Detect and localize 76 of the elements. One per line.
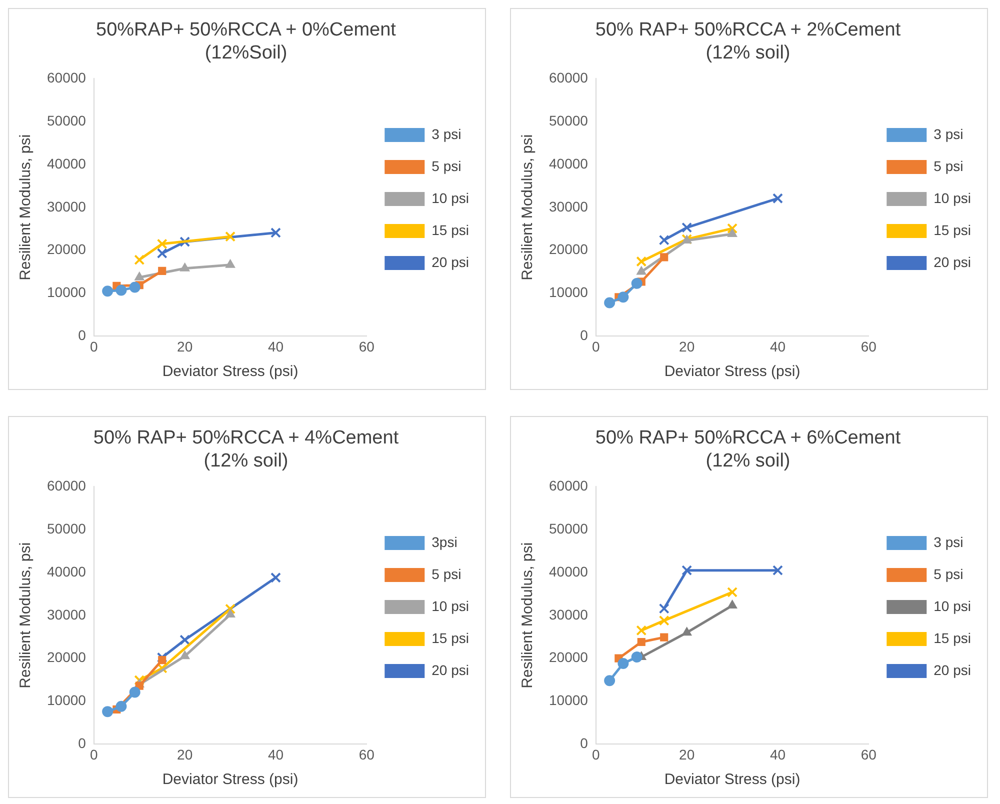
legend-label: 3 psi bbox=[432, 126, 462, 142]
y-tick-label: 30000 bbox=[46, 606, 86, 622]
y-tick-label: 50000 bbox=[46, 520, 86, 536]
y-tick-label: 60000 bbox=[46, 69, 86, 86]
y-axis-title: Resilient Modulus, psi bbox=[519, 134, 536, 280]
legend-label: 3psi bbox=[432, 534, 458, 550]
y-tick-label: 50000 bbox=[548, 112, 588, 128]
chart-title: 50%RAP+ 50%RCCA + 0%Cement (12%Soil) bbox=[96, 20, 397, 64]
x-axis-title: Deviator Stress (psi) bbox=[664, 771, 800, 788]
y-tick-label: 20000 bbox=[46, 241, 86, 258]
legend-label: 3 psi bbox=[934, 126, 964, 142]
legend-label: 5 psi bbox=[934, 566, 964, 582]
x-axis-title: Deviator Stress (psi) bbox=[664, 363, 800, 380]
y-tick-label: 40000 bbox=[46, 155, 86, 172]
chart-title: 50% RAP+ 50%RCCA + 6%Cement (12% soil) bbox=[595, 428, 902, 472]
legend-label: 10 psi bbox=[432, 190, 469, 206]
y-tick-label: 60000 bbox=[46, 477, 86, 494]
legend-label: 20 psi bbox=[934, 254, 971, 270]
x-axis-title: Deviator Stress (psi) bbox=[162, 771, 298, 788]
legend-label: 3 psi bbox=[934, 534, 964, 550]
legend-label: 20 psi bbox=[934, 662, 971, 678]
legend-label: 15 psi bbox=[934, 222, 971, 238]
y-tick-label: 40000 bbox=[548, 563, 588, 580]
y-tick-label: 20000 bbox=[46, 649, 86, 666]
x-tick-label: 60 bbox=[358, 338, 375, 354]
x-tick-label: 0 bbox=[592, 746, 600, 762]
legend-label: 20 psi bbox=[432, 662, 469, 678]
y-axis-title: Resilient Modulus, psi bbox=[519, 542, 536, 688]
x-tick-label: 40 bbox=[770, 746, 786, 762]
x-tick-label: 0 bbox=[90, 338, 98, 354]
y-tick-label: 20000 bbox=[548, 649, 588, 666]
y-tick-label: 40000 bbox=[548, 155, 588, 172]
x-tick-label: 60 bbox=[358, 746, 375, 762]
x-tick-label: 0 bbox=[592, 338, 600, 354]
y-tick-label: 10000 bbox=[46, 284, 86, 300]
legend-label: 5 psi bbox=[432, 566, 462, 582]
legend-label: 10 psi bbox=[934, 598, 971, 614]
legend-label: 5 psi bbox=[934, 158, 964, 174]
y-tick-label: 10000 bbox=[548, 692, 588, 708]
x-tick-label: 40 bbox=[268, 746, 284, 762]
y-tick-label: 10000 bbox=[548, 284, 588, 300]
y-axis-title: Resilient Modulus, psi bbox=[17, 542, 34, 688]
legend-label: 10 psi bbox=[432, 598, 469, 614]
x-tick-label: 60 bbox=[860, 338, 877, 354]
chart-title: 50% RAP+ 50%RCCA + 4%Cement (12% soil) bbox=[93, 428, 400, 472]
x-tick-label: 20 bbox=[177, 746, 193, 762]
y-tick-label: 30000 bbox=[46, 198, 86, 214]
x-tick-label: 40 bbox=[770, 338, 786, 354]
x-tick-label: 20 bbox=[679, 746, 695, 762]
x-tick-label: 20 bbox=[679, 338, 695, 354]
legend-label: 10 psi bbox=[934, 190, 971, 206]
x-tick-label: 40 bbox=[268, 338, 284, 354]
legend-label: 5 psi bbox=[432, 158, 462, 174]
y-tick-label: 20000 bbox=[548, 241, 588, 258]
y-tick-label: 0 bbox=[580, 327, 588, 344]
chart-title: 50% RAP+ 50%RCCA + 2%Cement (12% soil) bbox=[595, 20, 902, 64]
x-tick-label: 0 bbox=[90, 746, 98, 762]
y-tick-label: 0 bbox=[78, 735, 86, 752]
y-axis-title: Resilient Modulus, psi bbox=[17, 134, 34, 280]
y-tick-label: 40000 bbox=[46, 563, 86, 580]
x-tick-label: 20 bbox=[177, 338, 193, 354]
x-tick-label: 60 bbox=[860, 746, 877, 762]
y-tick-label: 50000 bbox=[548, 520, 588, 536]
y-tick-label: 30000 bbox=[548, 198, 588, 214]
y-tick-label: 60000 bbox=[548, 69, 588, 86]
y-tick-label: 30000 bbox=[548, 606, 588, 622]
y-tick-label: 0 bbox=[580, 735, 588, 752]
y-tick-label: 50000 bbox=[46, 112, 86, 128]
y-tick-label: 10000 bbox=[46, 692, 86, 708]
y-tick-label: 0 bbox=[78, 327, 86, 344]
legend-label: 20 psi bbox=[432, 254, 469, 270]
x-axis-title: Deviator Stress (psi) bbox=[162, 363, 298, 380]
legend-label: 15 psi bbox=[432, 630, 469, 646]
legend-label: 15 psi bbox=[934, 630, 971, 646]
y-tick-label: 60000 bbox=[548, 477, 588, 494]
legend-label: 15 psi bbox=[432, 222, 469, 238]
